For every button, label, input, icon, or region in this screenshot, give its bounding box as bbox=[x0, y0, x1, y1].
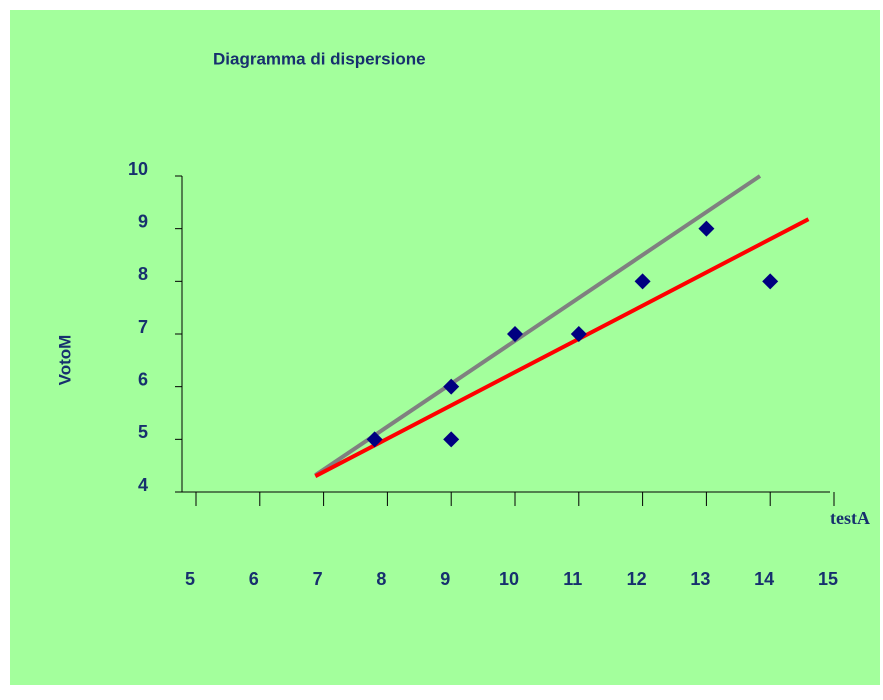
x-tick-label: 8 bbox=[376, 569, 386, 589]
y-axis-label: VotoM bbox=[55, 335, 74, 386]
y-tick-label: 7 bbox=[138, 317, 148, 337]
x-tick-label: 15 bbox=[818, 569, 838, 589]
x-tick-label: 13 bbox=[690, 569, 710, 589]
point bbox=[443, 378, 460, 395]
trend-line bbox=[314, 174, 762, 477]
point bbox=[698, 220, 715, 237]
point bbox=[507, 326, 523, 342]
x-tick-label: 5 bbox=[185, 569, 195, 589]
x-tick-label: 6 bbox=[249, 569, 259, 589]
x-tick-label: 11 bbox=[563, 569, 582, 589]
x-axis-label: testA bbox=[830, 508, 870, 528]
x-tick-label: 7 bbox=[313, 569, 323, 589]
x-tick-label: 9 bbox=[440, 569, 450, 589]
x-tick-label: 14 bbox=[754, 569, 774, 589]
point bbox=[443, 431, 460, 448]
x-tick-label: 10 bbox=[499, 569, 519, 589]
point bbox=[634, 273, 651, 290]
x-tick-label: 12 bbox=[627, 569, 647, 589]
chart-background bbox=[10, 10, 880, 685]
chart-title: Diagramma di dispersione bbox=[213, 49, 426, 68]
y-tick-label: 9 bbox=[138, 211, 148, 231]
trend-line bbox=[314, 217, 810, 478]
point bbox=[570, 326, 587, 342]
y-tick-label: 5 bbox=[138, 422, 148, 442]
y-tick-label: 6 bbox=[138, 369, 148, 389]
point bbox=[366, 431, 383, 448]
point bbox=[762, 273, 779, 290]
y-tick-label: 8 bbox=[138, 264, 148, 284]
y-tick-label: 4 bbox=[138, 475, 148, 495]
y-tick-label: 10 bbox=[128, 159, 148, 179]
